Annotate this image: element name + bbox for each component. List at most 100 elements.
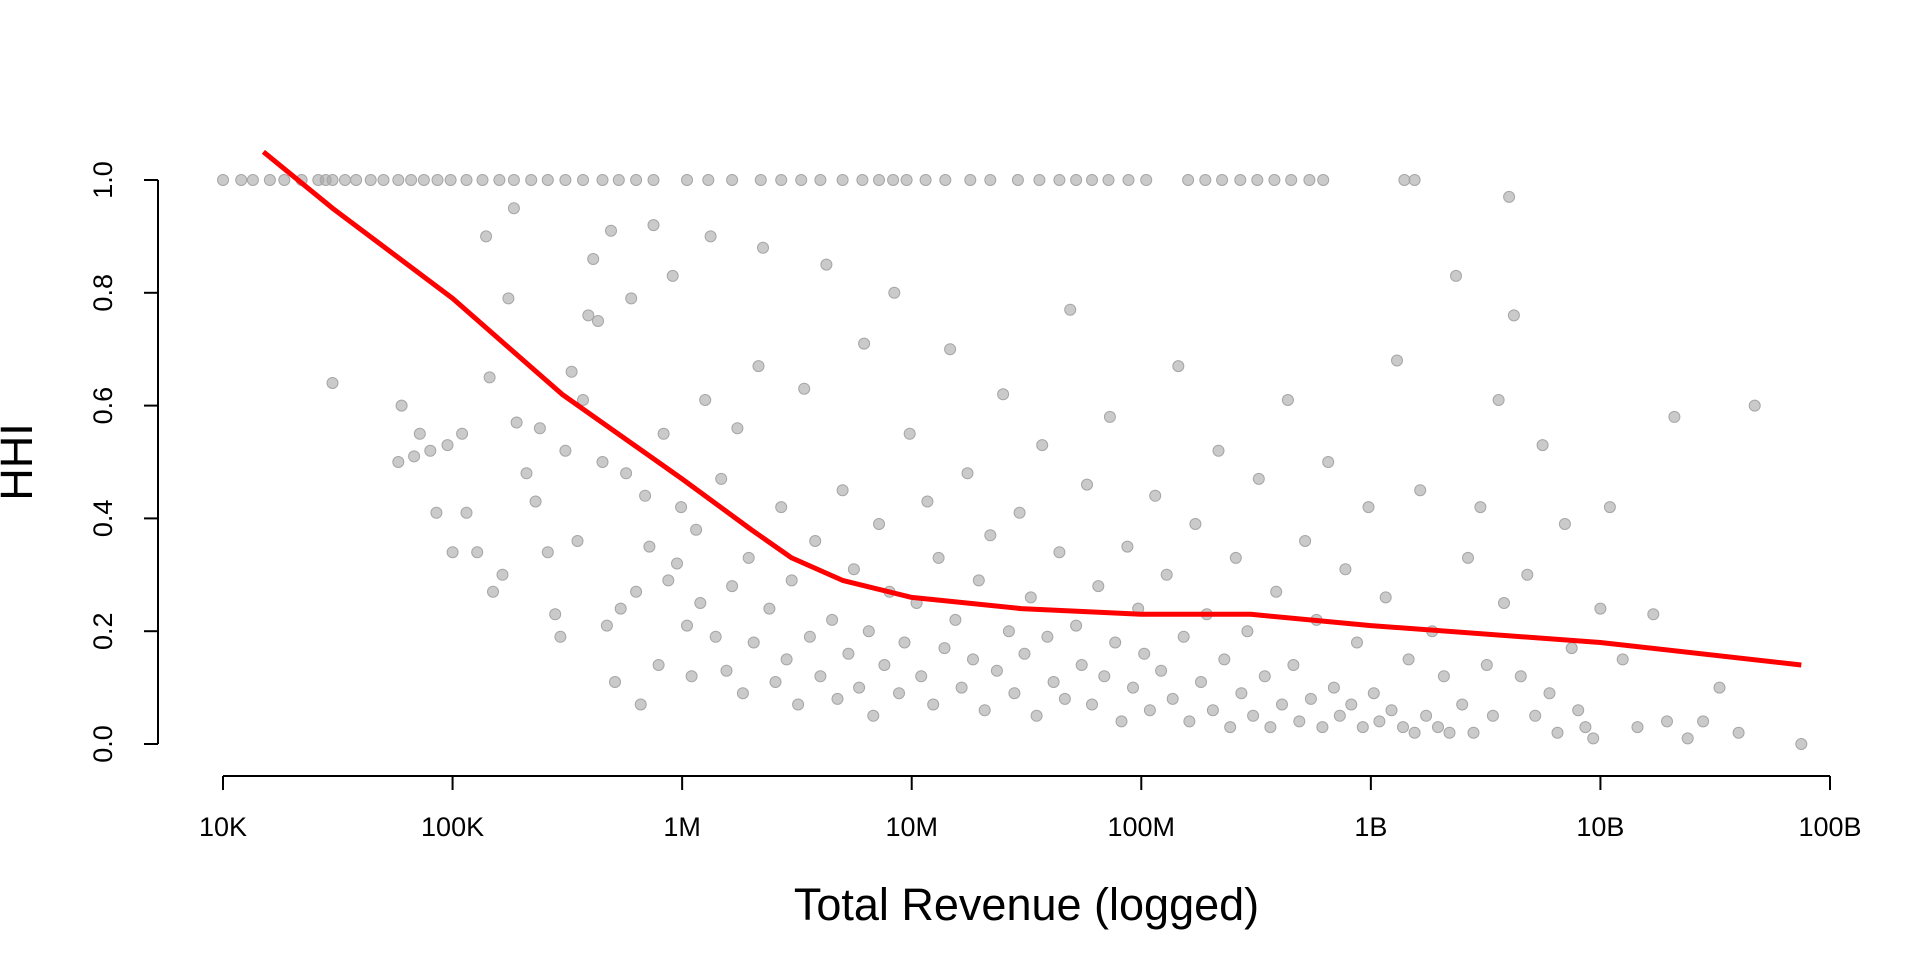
data-point — [596, 456, 609, 468]
data-point — [775, 174, 788, 186]
data-point — [726, 580, 739, 593]
data-point — [984, 174, 997, 186]
data-point — [1143, 704, 1156, 717]
data-point — [1647, 608, 1660, 621]
data-point — [582, 309, 595, 322]
data-point — [476, 174, 489, 186]
data-point — [652, 659, 665, 671]
data-point — [1443, 726, 1456, 739]
x-tick-label: 1B — [1354, 812, 1387, 842]
data-point — [1264, 721, 1277, 734]
data-point — [949, 613, 962, 626]
data-point — [533, 422, 546, 435]
data-point — [1492, 394, 1505, 406]
data-point — [690, 523, 703, 536]
data-point — [657, 427, 670, 440]
data-point — [639, 489, 652, 502]
data-point — [430, 506, 443, 519]
data-point — [1121, 540, 1134, 553]
data-point — [1024, 591, 1037, 604]
data-point — [699, 394, 712, 406]
data-point — [919, 174, 932, 186]
data-point — [1558, 518, 1571, 530]
data-point — [685, 670, 698, 683]
data-point — [814, 174, 827, 186]
data-point — [483, 371, 496, 384]
data-point — [424, 444, 437, 457]
data-point — [510, 416, 523, 429]
data-point — [235, 174, 248, 186]
data-point — [1195, 676, 1207, 688]
data-point — [1218, 653, 1231, 666]
data-point — [1268, 174, 1281, 186]
data-point — [932, 551, 945, 564]
data-point — [417, 174, 430, 186]
data-point — [1234, 174, 1247, 186]
data-point — [1529, 709, 1542, 722]
data-point — [559, 444, 572, 457]
data-point — [1456, 698, 1469, 711]
data-point — [456, 427, 469, 440]
data-point — [1241, 625, 1254, 638]
data-point — [938, 642, 951, 655]
data-point — [1053, 174, 1066, 186]
data-point — [1373, 715, 1386, 728]
data-point — [1199, 174, 1212, 186]
data-point — [752, 360, 765, 373]
data-point — [1498, 597, 1510, 609]
data-point — [944, 343, 957, 356]
data-point — [614, 602, 627, 615]
data-point — [339, 174, 351, 186]
data-point — [792, 698, 805, 711]
data-point — [1367, 687, 1380, 700]
data-point — [620, 467, 633, 480]
data-point — [431, 174, 444, 186]
data-point — [1287, 659, 1300, 671]
data-point — [809, 535, 822, 547]
data-point — [1385, 704, 1398, 717]
data-point — [1086, 174, 1098, 186]
scatter-points — [217, 174, 1808, 750]
data-point — [662, 574, 675, 587]
data-point — [803, 630, 816, 643]
data-point — [1166, 692, 1179, 705]
data-point — [842, 647, 855, 660]
data-point — [1594, 602, 1607, 615]
data-point — [769, 676, 782, 688]
data-point — [1713, 681, 1726, 694]
data-point — [392, 456, 405, 468]
data-point — [990, 664, 1003, 677]
data-point — [1333, 709, 1346, 722]
data-point — [671, 557, 683, 570]
data-point — [836, 484, 849, 497]
data-point — [577, 174, 589, 186]
data-point — [862, 625, 875, 638]
data-point — [405, 174, 418, 186]
data-point — [502, 292, 515, 305]
data-point — [878, 659, 891, 671]
data-point — [1303, 174, 1316, 186]
data-point — [609, 676, 621, 688]
data-point — [921, 495, 934, 508]
data-point — [1013, 506, 1026, 519]
data-point — [873, 518, 885, 530]
data-point — [1011, 174, 1024, 186]
data-point — [1748, 399, 1761, 412]
x-axis: 10K 100K 1M 10M 100M 1B 10B 100B — [199, 775, 1862, 842]
data-point — [1172, 360, 1185, 373]
data-point — [1281, 394, 1294, 406]
data-point — [1408, 726, 1421, 739]
data-point — [408, 450, 421, 463]
data-point — [1276, 698, 1288, 711]
data-point — [795, 174, 808, 186]
data-point — [1036, 439, 1049, 452]
data-point — [493, 174, 506, 186]
data-point — [1127, 681, 1139, 694]
x-tick-label: 100M — [1108, 812, 1176, 842]
data-point — [1543, 687, 1556, 700]
data-point — [1102, 174, 1115, 186]
data-point — [520, 467, 533, 480]
data-point — [559, 174, 572, 186]
data-point — [847, 563, 860, 576]
data-point — [541, 546, 554, 559]
